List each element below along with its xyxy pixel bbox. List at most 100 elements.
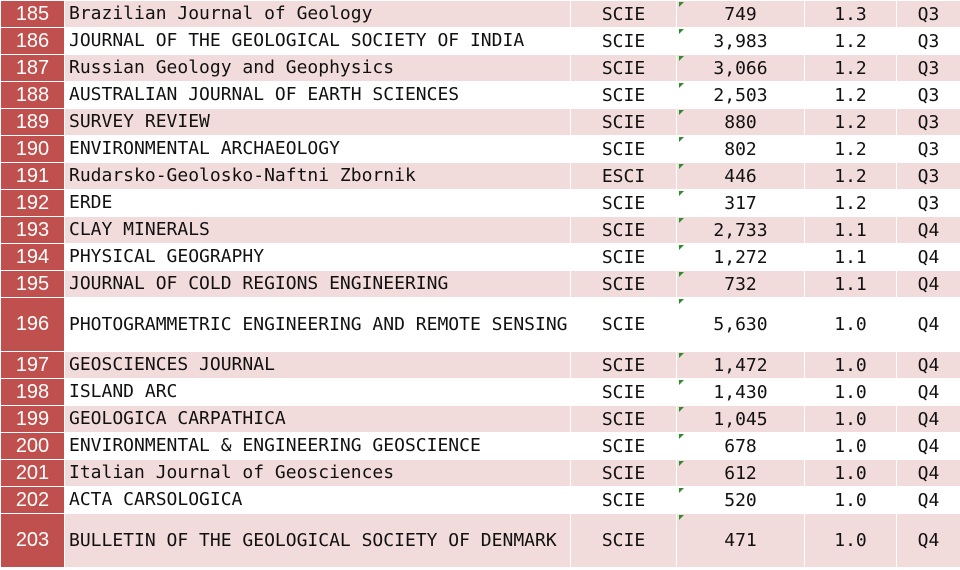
rank-cell: 200 — [0, 432, 65, 460]
quartile-cell: Q3 — [896, 108, 960, 136]
quartile-cell: Q4 — [896, 243, 960, 271]
journal-name-cell: ENVIRONMENTAL ARCHAEOLOGY — [64, 135, 571, 163]
citations-cell: 5,630 — [676, 297, 805, 352]
journal-name-cell: SURVEY REVIEW — [64, 108, 571, 136]
quartile-cell: Q3 — [896, 162, 960, 190]
rank-cell: 199 — [0, 405, 65, 433]
citations-cell: 520 — [676, 486, 805, 514]
table-row: 197 GEOSCIENCES JOURNAL SCIE 1,472 1.0 Q4 — [0, 351, 960, 379]
rank-cell: 201 — [0, 459, 65, 487]
table-row: 189 SURVEY REVIEW SCIE 880 1.2 Q3 — [0, 108, 960, 136]
index-cell: SCIE — [570, 54, 677, 82]
quartile-cell: Q4 — [896, 432, 960, 460]
quartile-cell: Q4 — [896, 351, 960, 379]
impact-factor-cell: 1.3 — [804, 0, 897, 28]
quartile-cell: Q4 — [896, 270, 960, 298]
rank-cell: 198 — [0, 378, 65, 406]
citations-cell: 802 — [676, 135, 805, 163]
rank-cell: 191 — [0, 162, 65, 190]
citations-cell: 446 — [676, 162, 805, 190]
index-cell: SCIE — [570, 135, 677, 163]
impact-factor-cell: 1.1 — [804, 243, 897, 271]
table-row: 193 CLAY MINERALS SCIE 2,733 1.1 Q4 — [0, 216, 960, 244]
table-row: 196 PHOTOGRAMMETRIC ENGINEERING AND REMOT… — [0, 297, 960, 352]
index-cell: SCIE — [570, 108, 677, 136]
rank-cell: 195 — [0, 270, 65, 298]
impact-factor-cell: 1.0 — [804, 297, 897, 352]
citations-cell: 2,503 — [676, 81, 805, 109]
rank-cell: 190 — [0, 135, 65, 163]
impact-factor-cell: 1.2 — [804, 27, 897, 55]
journal-name-cell: ERDE — [64, 189, 571, 217]
journal-name-cell: Italian Journal of Geosciences — [64, 459, 571, 487]
table-row: 187 Russian Geology and Geophysics SCIE 3,0… — [0, 54, 960, 82]
impact-factor-cell: 1.0 — [804, 486, 897, 514]
quartile-cell: Q4 — [896, 486, 960, 514]
impact-factor-cell: 1.0 — [804, 513, 897, 568]
impact-factor-cell: 1.1 — [804, 216, 897, 244]
index-cell: SCIE — [570, 486, 677, 514]
impact-factor-cell: 1.2 — [804, 162, 897, 190]
table-row: 191 Rudarsko-Geolosko-Naftni Zbornik ESCI 4… — [0, 162, 960, 190]
table-row: 202 ACTA CARSOLOGICA SCIE 520 1.0 Q4 — [0, 486, 960, 514]
table-row: 203 BULLETIN OF THE GEOLOGICAL SOCIETY OF… — [0, 513, 960, 568]
citations-cell: 3,066 — [676, 54, 805, 82]
rank-cell: 197 — [0, 351, 65, 379]
table-row: 190 ENVIRONMENTAL ARCHAEOLOGY SCIE 802 1.2 Q3 — [0, 135, 960, 163]
citations-cell: 3,983 — [676, 27, 805, 55]
index-cell: SCIE — [570, 81, 677, 109]
quartile-cell: Q4 — [896, 378, 960, 406]
journal-name-cell: ACTA CARSOLOGICA — [64, 486, 571, 514]
impact-factor-cell: 1.1 — [804, 270, 897, 298]
citations-cell: 678 — [676, 432, 805, 460]
quartile-cell: Q4 — [896, 216, 960, 244]
citations-cell: 732 — [676, 270, 805, 298]
journal-name-cell: PHOTOGRAMMETRIC ENGINEERING AND REMOTE S… — [64, 297, 571, 352]
impact-factor-cell: 1.2 — [804, 81, 897, 109]
quartile-cell: Q4 — [896, 405, 960, 433]
table-row: 185 Brazilian Journal of Geology SCIE 749 1.… — [0, 0, 960, 28]
impact-factor-cell: 1.2 — [804, 189, 897, 217]
impact-factor-cell: 1.2 — [804, 108, 897, 136]
index-cell: SCIE — [570, 351, 677, 379]
quartile-cell: Q3 — [896, 54, 960, 82]
impact-factor-cell: 1.2 — [804, 135, 897, 163]
impact-factor-cell: 1.0 — [804, 432, 897, 460]
citations-cell: 317 — [676, 189, 805, 217]
quartile-cell: Q3 — [896, 81, 960, 109]
citations-cell: 749 — [676, 0, 805, 28]
journal-name-cell: CLAY MINERALS — [64, 216, 571, 244]
rank-cell: 196 — [0, 297, 65, 352]
citations-cell: 1,472 — [676, 351, 805, 379]
table-row: 188 AUSTRALIAN JOURNAL OF EARTH SCIENCES S… — [0, 81, 960, 109]
index-cell: SCIE — [570, 216, 677, 244]
quartile-cell: Q4 — [896, 459, 960, 487]
index-cell: SCIE — [570, 432, 677, 460]
rank-cell: 187 — [0, 54, 65, 82]
index-cell: SCIE — [570, 270, 677, 298]
journal-name-cell: BULLETIN OF THE GEOLOGICAL SOCIETY OF DE… — [64, 513, 571, 568]
quartile-cell: Q4 — [896, 513, 960, 568]
index-cell: SCIE — [570, 513, 677, 568]
citations-cell: 1,272 — [676, 243, 805, 271]
rank-cell: 185 — [0, 0, 65, 28]
index-cell: SCIE — [570, 297, 677, 352]
quartile-cell: Q3 — [896, 189, 960, 217]
citations-cell: 612 — [676, 459, 805, 487]
journal-name-cell: JOURNAL OF COLD REGIONS ENGINEERING — [64, 270, 571, 298]
journal-name-cell: GEOSCIENCES JOURNAL — [64, 351, 571, 379]
table-row: 200 ENVIRONMENTAL & ENGINEERING GEOSCIENC… — [0, 432, 960, 460]
journal-name-cell: PHYSICAL GEOGRAPHY — [64, 243, 571, 271]
journal-name-cell: JOURNAL OF THE GEOLOGICAL SOCIETY OF IND… — [64, 27, 571, 55]
impact-factor-cell: 1.0 — [804, 378, 897, 406]
index-cell: SCIE — [570, 27, 677, 55]
rank-cell: 189 — [0, 108, 65, 136]
index-cell: SCIE — [570, 0, 677, 28]
index-cell: SCIE — [570, 405, 677, 433]
rank-cell: 193 — [0, 216, 65, 244]
table-row: 195 JOURNAL OF COLD REGIONS ENGINEERING SC… — [0, 270, 960, 298]
journal-name-cell: Rudarsko-Geolosko-Naftni Zbornik — [64, 162, 571, 190]
rank-cell: 186 — [0, 27, 65, 55]
